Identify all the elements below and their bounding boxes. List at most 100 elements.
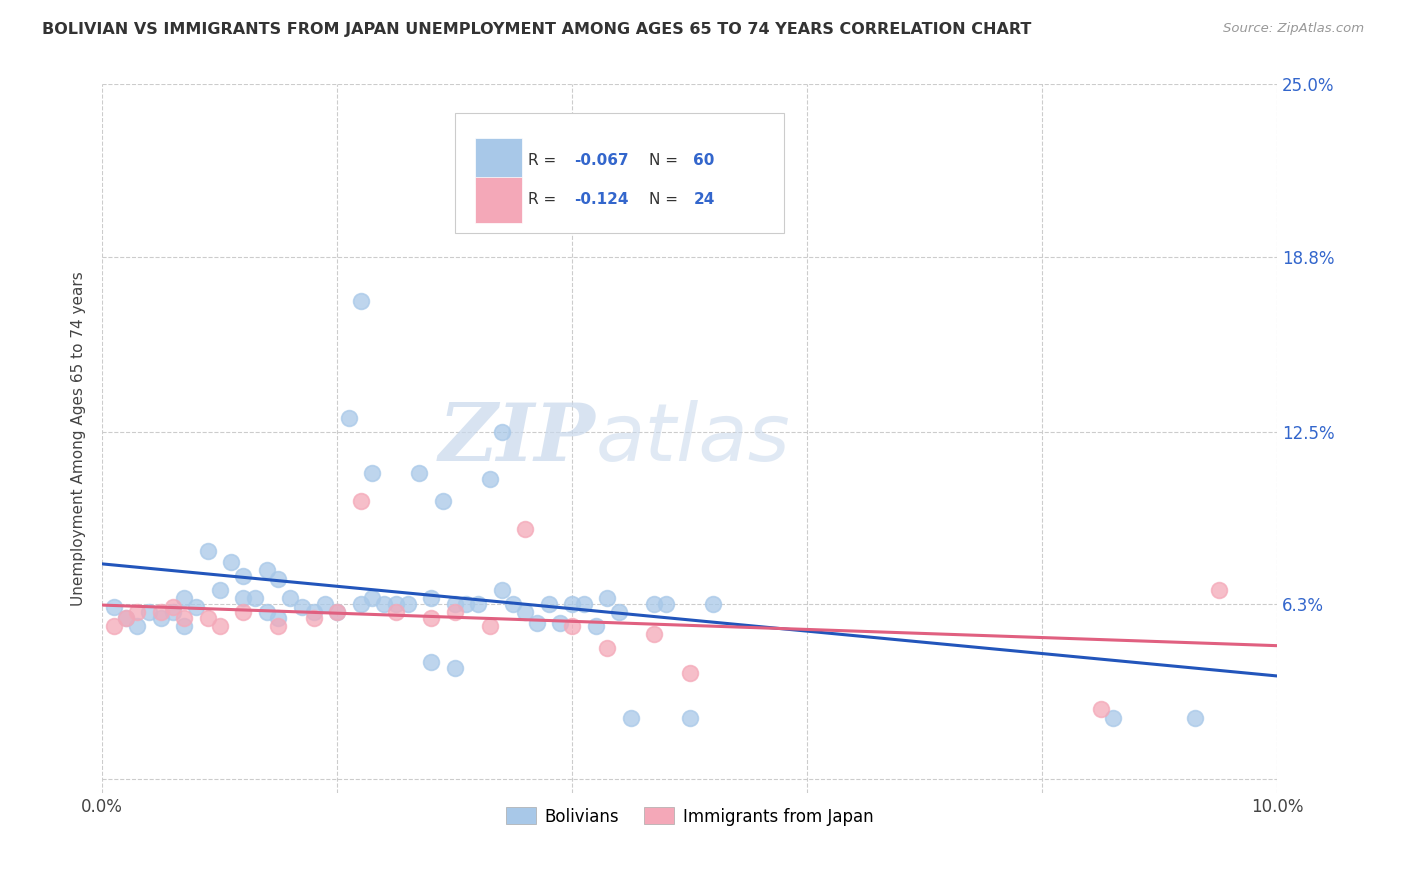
Point (256, 564, 278, 578)
Point (256, 605, 278, 619)
Point (197, 544, 219, 558)
Point (643, 627, 665, 641)
Legend: Bolivians, Immigrants from Japan: Bolivians, Immigrants from Japan (498, 799, 882, 834)
Text: -0.124: -0.124 (575, 193, 628, 207)
Text: atlas: atlas (596, 400, 790, 477)
Text: 60: 60 (693, 153, 714, 169)
Point (373, 597, 395, 611)
Point (173, 591, 195, 606)
Point (537, 597, 560, 611)
Point (314, 597, 336, 611)
Point (127, 605, 149, 619)
FancyBboxPatch shape (475, 137, 522, 184)
Point (467, 597, 489, 611)
Point (643, 597, 665, 611)
FancyBboxPatch shape (475, 177, 522, 222)
Point (232, 605, 254, 619)
Point (361, 467, 384, 481)
Point (114, 610, 136, 624)
Point (337, 410, 360, 425)
Point (456, 597, 478, 611)
Text: N =: N = (648, 153, 682, 169)
Point (432, 494, 454, 508)
Point (127, 619, 149, 633)
Text: N =: N = (648, 193, 682, 207)
Y-axis label: Unemployment Among Ages 65 to 74 years: Unemployment Among Ages 65 to 74 years (72, 271, 86, 606)
Text: ZIP: ZIP (439, 400, 596, 477)
Point (267, 572, 290, 586)
Point (607, 605, 630, 619)
Point (443, 661, 465, 675)
Point (162, 605, 184, 619)
Point (302, 605, 325, 619)
Point (138, 605, 160, 619)
Text: BOLIVIAN VS IMMIGRANTS FROM JAPAN UNEMPLOYMENT AMONG AGES 65 TO 74 YEARS CORRELA: BOLIVIAN VS IMMIGRANTS FROM JAPAN UNEMPL… (42, 22, 1032, 37)
Point (478, 619, 501, 633)
Point (679, 711, 702, 725)
Text: R =: R = (527, 153, 561, 169)
Point (420, 591, 443, 606)
Point (491, 582, 513, 597)
Point (420, 610, 443, 624)
FancyBboxPatch shape (454, 112, 783, 233)
Point (232, 591, 254, 606)
Point (350, 294, 373, 309)
Point (515, 605, 537, 619)
Point (396, 597, 419, 611)
Point (572, 597, 595, 611)
Point (302, 610, 325, 624)
Point (232, 569, 254, 583)
Point (561, 619, 583, 633)
Point (502, 597, 524, 611)
Point (243, 591, 266, 606)
Point (550, 616, 572, 631)
Text: Source: ZipAtlas.com: Source: ZipAtlas.com (1223, 22, 1364, 36)
Point (162, 599, 184, 614)
Point (596, 591, 619, 606)
Point (267, 619, 290, 633)
Point (443, 605, 465, 619)
Point (1184, 711, 1206, 725)
Point (173, 610, 195, 624)
Point (1208, 582, 1230, 597)
Point (103, 619, 125, 633)
Point (114, 610, 136, 624)
Point (149, 605, 172, 619)
Point (361, 591, 384, 606)
Point (385, 597, 408, 611)
Point (173, 619, 195, 633)
Point (596, 641, 619, 656)
Text: 24: 24 (693, 193, 714, 207)
Point (221, 555, 243, 569)
Point (149, 610, 172, 624)
Point (408, 467, 430, 481)
Point (103, 599, 125, 614)
Point (620, 711, 643, 725)
Point (561, 597, 583, 611)
Text: R =: R = (527, 193, 561, 207)
Text: -0.067: -0.067 (575, 153, 630, 169)
Point (278, 591, 301, 606)
Point (478, 472, 501, 486)
Point (186, 599, 208, 614)
Point (1090, 702, 1112, 716)
Point (385, 605, 408, 619)
Point (326, 605, 349, 619)
Point (208, 582, 231, 597)
Point (679, 666, 702, 681)
Point (208, 619, 231, 633)
Point (491, 425, 513, 439)
Point (526, 616, 548, 631)
Point (350, 494, 373, 508)
Point (267, 610, 290, 624)
Point (515, 522, 537, 536)
Point (585, 619, 607, 633)
Point (197, 610, 219, 624)
Point (420, 655, 443, 669)
Point (702, 597, 724, 611)
Point (291, 599, 314, 614)
Point (1101, 711, 1123, 725)
Point (443, 597, 465, 611)
Point (350, 597, 373, 611)
Point (655, 597, 678, 611)
